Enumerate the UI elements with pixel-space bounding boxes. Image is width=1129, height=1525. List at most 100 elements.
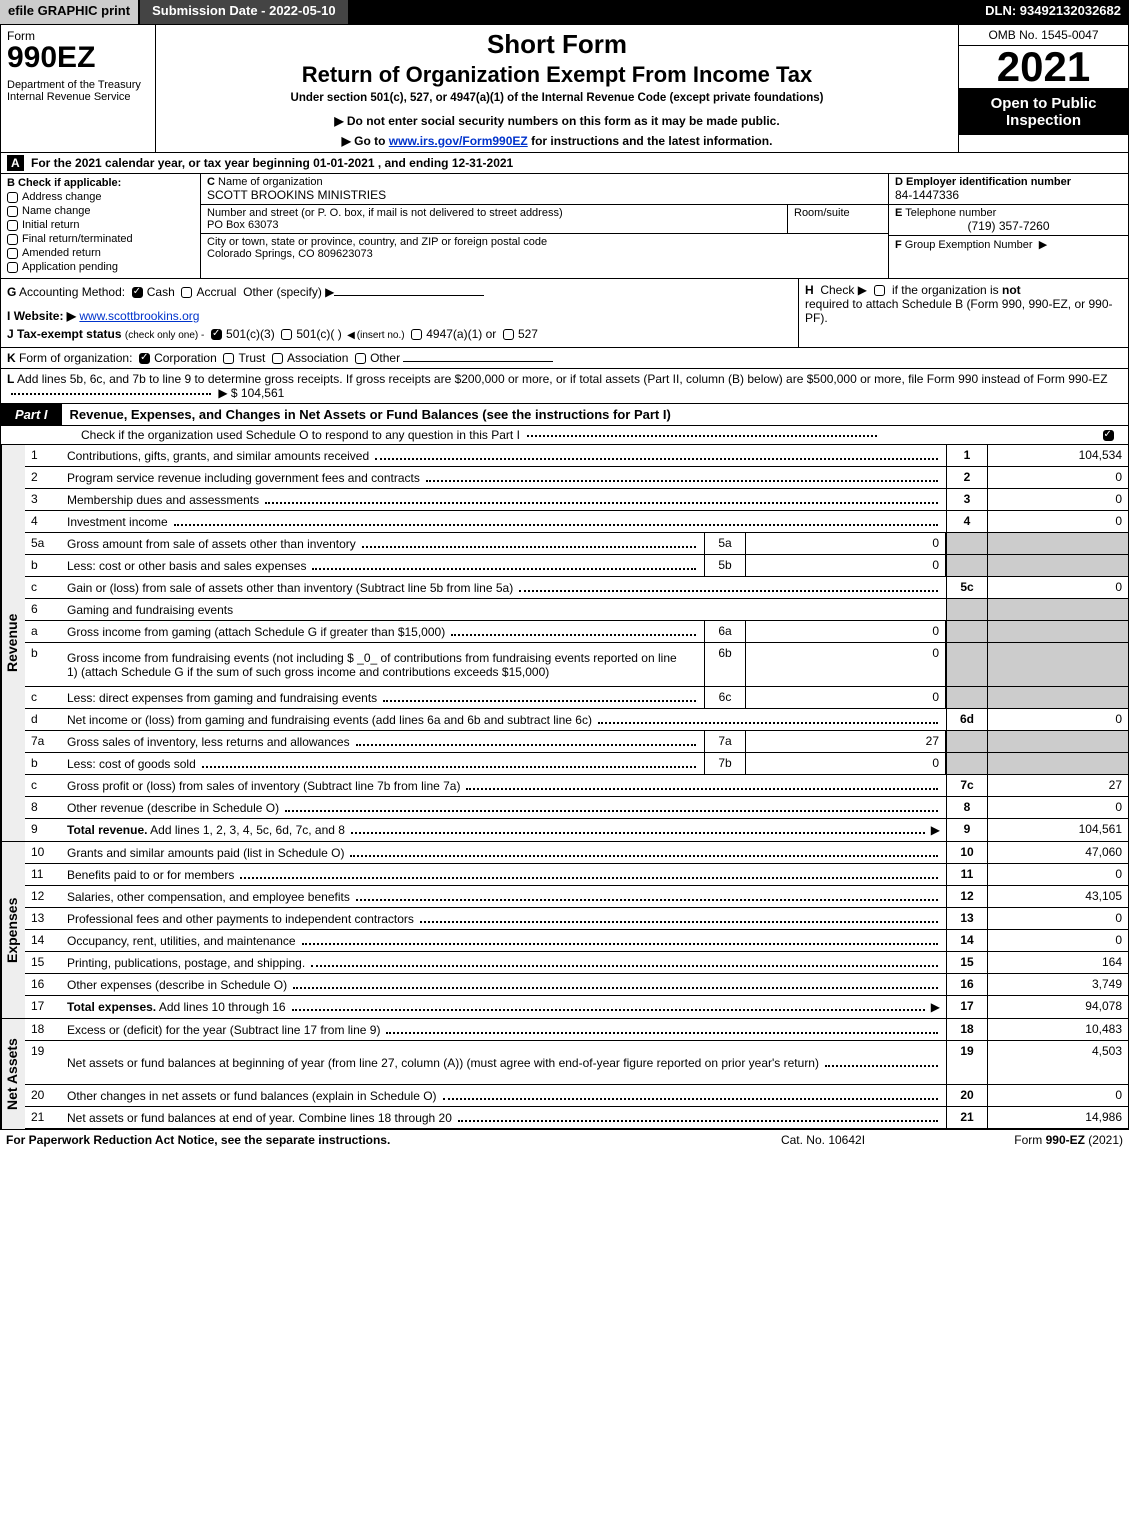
checkbox-icon [7,248,18,259]
col-c: C Name of organization SCOTT BROOKINS MI… [201,174,888,278]
line-item: 2Program service revenue including gover… [25,467,1128,489]
dots [451,628,696,636]
line-desc: Investment income [65,511,946,532]
room-label: Room/suite [794,207,850,219]
right-line-value [988,687,1128,708]
line-number: 4 [25,511,65,532]
g-other: Other (specify) ▶ [243,285,334,299]
line-number: 1 [25,445,65,466]
right-line-value: 0 [988,930,1128,951]
chk-assoc[interactable] [272,353,283,364]
expenses-body: 10Grants and similar amounts paid (list … [25,842,1128,1018]
line-item: 15Printing, publications, postage, and s… [25,952,1128,974]
line-item: 13Professional fees and other payments t… [25,908,1128,930]
line-desc: Printing, publications, postage, and shi… [65,952,946,973]
line-number: b [25,643,65,686]
form-number: 990EZ [7,43,149,73]
line-item: 21Net assets or fund balances at end of … [25,1107,1128,1129]
right-line-number: 9 [946,819,988,841]
h-text1: Check ▶ [820,283,867,297]
k-o2: Trust [238,351,265,365]
line-desc: Less: cost of goods sold [65,753,704,774]
chk-cash[interactable] [132,287,143,298]
right-line-value [988,533,1128,554]
dots [350,849,938,857]
right-line-number: 17 [946,996,988,1018]
line-number: 9 [25,819,65,841]
line-number: b [25,753,65,774]
street-value: PO Box 63073 [207,219,279,231]
chk-amended-return[interactable]: Amended return [7,247,194,259]
line-desc: Grants and similar amounts paid (list in… [65,842,946,863]
chk-4947[interactable] [411,329,422,340]
part1-check[interactable] [1100,428,1120,442]
line-number: c [25,687,65,708]
bcdef-row: B Check if applicable: Address change Na… [1,174,1128,279]
mid-line-value: 0 [746,687,946,708]
line-item: 14Occupancy, rent, utilities, and mainte… [25,930,1128,952]
right-line-number: 20 [946,1085,988,1106]
l-lead: L [7,372,14,386]
dots [519,584,938,592]
mid-line-number: 5b [704,555,746,576]
part1-title: Revenue, Expenses, and Changes in Net As… [62,404,1128,425]
chk-accrual[interactable] [181,287,192,298]
chk-application-pending[interactable]: Application pending [7,261,194,273]
line-desc: Net income or (loss) from gaming and fun… [65,709,946,730]
chk-other-org[interactable] [355,353,366,364]
line-a: A For the 2021 calendar year, or tax yea… [1,153,1128,174]
dots [383,694,696,702]
revenue-table: Revenue 1Contributions, gifts, grants, a… [1,445,1128,841]
header-row: Form 990EZ Department of the Treasury In… [1,25,1128,153]
line-desc: Membership dues and assessments [65,489,946,510]
ein-block: D Employer identification number 84-1447… [889,174,1128,205]
expenses-table: Expenses 10Grants and similar amounts pa… [1,841,1128,1018]
chk-final-return[interactable]: Final return/terminated [7,233,194,245]
line-number: 5a [25,533,65,554]
dots [312,562,696,570]
efile-button[interactable]: efile GRAPHIC print [0,0,140,24]
mid-line-value: 27 [746,731,946,752]
chk-initial-return[interactable]: Initial return [7,219,194,231]
dots [265,496,938,504]
grp-arrow: ▶ [1039,239,1047,251]
right-line-value: 0 [988,908,1128,929]
right-line-number [946,731,988,752]
footer-right-pre: Form [1014,1133,1045,1147]
chk-527[interactable] [503,329,514,340]
tel-label: Telephone number [905,207,996,219]
checkbox-icon [7,234,18,245]
col-b-lead: B [7,177,15,189]
ein-label: Employer identification number [906,176,1071,188]
chk-501c3[interactable] [211,329,222,340]
arrow-icon: ▶ [931,1000,940,1014]
chk-h[interactable] [874,285,885,296]
chk-trust[interactable] [223,353,234,364]
line-number: 16 [25,974,65,995]
line-desc: Gain or (loss) from sale of assets other… [65,577,946,598]
line-desc: Less: cost or other basis and sales expe… [65,555,704,576]
part1-note: Check if the organization used Schedule … [1,426,1128,445]
line-number: 17 [25,996,65,1018]
right-line-value [988,643,1128,686]
line-number: 6 [25,599,65,620]
title-return: Return of Organization Exempt From Incom… [164,62,950,88]
dots [443,1092,938,1100]
line-desc: Gaming and fundraising events [65,599,946,620]
j-note: (check only one) - [125,330,204,341]
header-right: OMB No. 1545-0047 2021 Open to Public In… [958,25,1128,152]
right-line-number: 5c [946,577,988,598]
part1-header: Part I Revenue, Expenses, and Changes in… [1,404,1128,426]
irs-link[interactable]: www.irs.gov/Form990EZ [389,134,528,148]
chk-address-change[interactable]: Address change [7,191,194,203]
opt-name: Name change [22,205,91,217]
line-item: dNet income or (loss) from gaming and fu… [25,709,1128,731]
right-line-value: 0 [988,489,1128,510]
right-line-value [988,599,1128,620]
website-link[interactable]: www.scottbrookins.org [79,309,199,323]
revenue-body: 1Contributions, gifts, grants, and simil… [25,445,1128,841]
line-g: G Accounting Method: Cash Accrual Other … [1,279,798,347]
chk-501c[interactable] [281,329,292,340]
chk-corp[interactable] [139,353,150,364]
chk-name-change[interactable]: Name change [7,205,194,217]
